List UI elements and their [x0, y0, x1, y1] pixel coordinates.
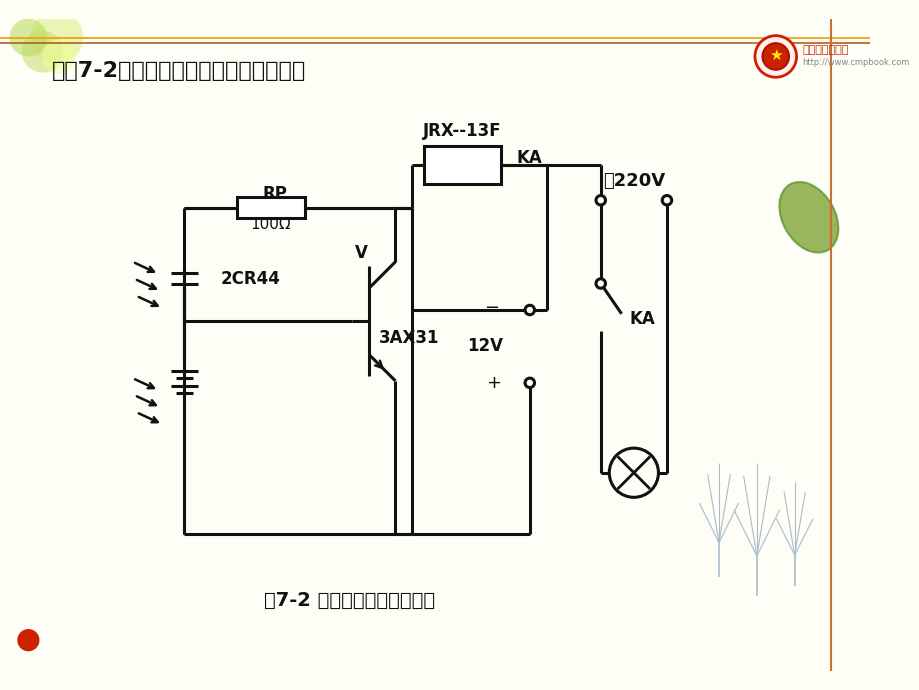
Circle shape [9, 19, 47, 57]
Circle shape [22, 31, 63, 72]
Text: +: + [486, 374, 501, 392]
Text: V: V [355, 244, 368, 262]
Text: KA: KA [516, 148, 541, 167]
Ellipse shape [778, 182, 837, 253]
Circle shape [662, 195, 671, 205]
Text: 图7-2 简易路灯自动开关电路: 图7-2 简易路灯自动开关电路 [264, 591, 435, 610]
Text: 100Ω: 100Ω [250, 217, 290, 233]
Circle shape [596, 279, 605, 288]
Text: KA: KA [629, 310, 654, 328]
Text: 12V: 12V [467, 337, 503, 355]
Text: 机械工业出版社: 机械工业出版社 [801, 45, 847, 55]
Text: RP: RP [263, 185, 288, 203]
Bar [236, 197, 304, 218]
Circle shape [754, 36, 796, 77]
Circle shape [41, 39, 75, 73]
Circle shape [30, 11, 83, 64]
Text: ★: ★ [768, 48, 782, 63]
Circle shape [762, 43, 789, 70]
Circle shape [18, 630, 39, 651]
Text: 3AX31: 3AX31 [378, 329, 438, 347]
Text: −: − [484, 299, 499, 317]
Circle shape [596, 195, 605, 205]
Text: 如图7-2所示的简易路灯自动开关装置。: 如图7-2所示的简易路灯自动开关装置。 [52, 61, 306, 81]
Text: JRX--13F: JRX--13F [423, 122, 502, 140]
Circle shape [525, 378, 534, 388]
Text: http://www.cmpbook.com: http://www.cmpbook.com [801, 58, 909, 67]
Circle shape [525, 305, 534, 315]
Bar [424, 146, 501, 184]
Text: 2CR44: 2CR44 [221, 270, 280, 288]
Text: ～220V: ～220V [602, 172, 664, 190]
